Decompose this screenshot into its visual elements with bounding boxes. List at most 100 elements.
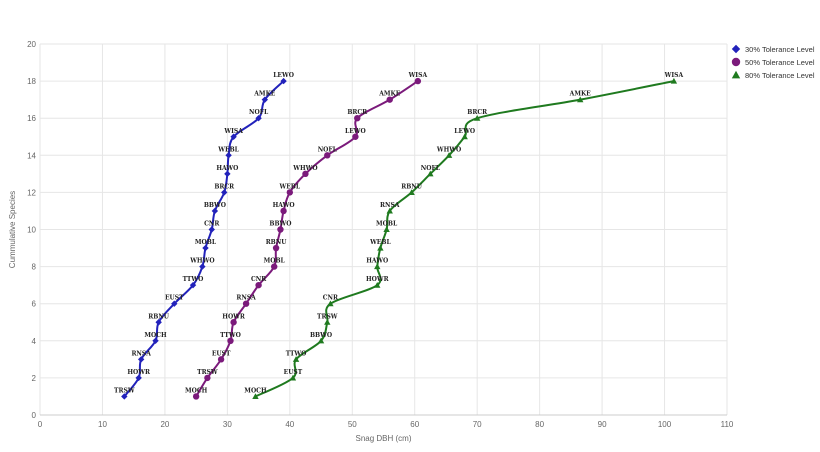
data-point-label: TTWO xyxy=(286,350,307,357)
data-point-label: BRCR xyxy=(467,109,488,116)
data-point[interactable] xyxy=(227,337,234,344)
data-point-label: MOCH xyxy=(144,332,167,339)
data-point[interactable] xyxy=(255,281,262,289)
data-point[interactable] xyxy=(354,115,361,122)
series-group xyxy=(121,77,678,400)
data-point[interactable] xyxy=(408,189,415,195)
data-point[interactable] xyxy=(152,337,159,344)
legend-item[interactable]: 80% Tolerance Level xyxy=(731,70,815,80)
data-point[interactable] xyxy=(242,300,250,307)
data-point[interactable] xyxy=(225,152,232,159)
data-point-label: LEWO xyxy=(345,128,366,135)
data-point[interactable] xyxy=(374,281,381,288)
data-point[interactable] xyxy=(461,133,468,140)
data-point[interactable] xyxy=(374,263,381,270)
data-point[interactable] xyxy=(324,319,331,325)
data-point[interactable] xyxy=(137,356,145,363)
y-tick-label: 16 xyxy=(27,114,36,123)
x-tick-label: 10 xyxy=(98,420,107,429)
data-point[interactable] xyxy=(302,170,309,178)
data-point[interactable] xyxy=(277,226,284,233)
data-point[interactable] xyxy=(280,77,287,85)
data-point-label: HOWR xyxy=(127,369,151,376)
data-point[interactable] xyxy=(272,244,280,252)
data-point[interactable] xyxy=(135,374,142,382)
data-point[interactable] xyxy=(211,207,219,215)
data-point-label: TRSW xyxy=(114,387,135,394)
x-axis-title: Snag DBH (cm) xyxy=(355,434,411,443)
data-point[interactable] xyxy=(171,300,178,307)
data-point[interactable] xyxy=(255,115,262,122)
legend-triangle-icon xyxy=(731,70,741,79)
data-point-label: AMKE xyxy=(378,91,401,98)
data-point[interactable] xyxy=(252,393,259,400)
data-point[interactable] xyxy=(221,189,228,196)
data-point-label: WEBL xyxy=(217,146,239,153)
data-point[interactable] xyxy=(327,300,334,307)
data-point[interactable] xyxy=(377,244,384,251)
data-point-label: EUST xyxy=(165,295,184,302)
data-point[interactable] xyxy=(286,189,294,196)
data-point[interactable] xyxy=(208,226,215,233)
y-tick-label: 2 xyxy=(32,374,37,383)
data-point[interactable] xyxy=(352,133,359,140)
data-point-label: RNSA xyxy=(131,350,151,357)
data-point-label: LEWO xyxy=(454,128,475,135)
data-point-label: BBWO xyxy=(269,221,291,228)
data-point-label: WISA xyxy=(664,72,684,79)
data-point-label: TRSW xyxy=(317,313,338,320)
data-point[interactable] xyxy=(261,96,269,103)
data-point[interactable] xyxy=(121,393,128,400)
data-point-label: TTWO xyxy=(183,276,204,283)
x-tick-label: 40 xyxy=(285,420,294,429)
data-point[interactable] xyxy=(155,319,162,326)
data-point[interactable] xyxy=(224,170,231,178)
y-axis-title: Cummulative Species xyxy=(8,191,17,268)
y-tick-label: 4 xyxy=(32,337,37,346)
data-point[interactable] xyxy=(292,356,300,362)
data-point-label: HOWR xyxy=(366,276,390,283)
data-point[interactable] xyxy=(386,207,393,214)
data-point[interactable] xyxy=(427,170,434,177)
legend-label: 80% Tolerance Level xyxy=(745,71,815,80)
data-point-label: CNR xyxy=(323,295,339,302)
y-tick-label: 6 xyxy=(32,300,37,309)
y-tick-label: 10 xyxy=(27,226,36,235)
x-tick-label: 50 xyxy=(348,420,357,429)
data-point[interactable] xyxy=(386,96,393,103)
legend-item[interactable]: 50% Tolerance Level xyxy=(731,57,815,67)
data-point[interactable] xyxy=(230,133,237,140)
data-point[interactable] xyxy=(577,96,584,103)
data-point[interactable] xyxy=(202,244,209,252)
legend[interactable]: 30% Tolerance Level 50% Tolerance Level 80… xyxy=(731,44,815,80)
data-point-label: WEBL xyxy=(279,183,301,190)
legend-item[interactable]: 30% Tolerance Level xyxy=(731,44,815,54)
data-point[interactable] xyxy=(230,319,237,326)
data-point[interactable] xyxy=(199,263,206,270)
legend-label: 30% Tolerance Level xyxy=(745,45,815,54)
data-point[interactable] xyxy=(317,337,325,344)
legend-circle-icon xyxy=(731,57,741,67)
data-point[interactable] xyxy=(473,115,481,121)
data-point[interactable] xyxy=(204,374,211,382)
data-point[interactable] xyxy=(670,77,678,84)
data-point-label: BBWO xyxy=(310,332,332,339)
data-point[interactable] xyxy=(289,374,297,381)
data-point[interactable] xyxy=(189,281,197,289)
data-point[interactable] xyxy=(445,152,453,158)
data-point-label: TTWO xyxy=(220,332,241,339)
data-point[interactable] xyxy=(280,207,287,215)
data-point[interactable] xyxy=(414,77,422,85)
y-tick-label: 18 xyxy=(27,77,36,86)
data-point[interactable] xyxy=(192,393,200,400)
data-point-label: CNR xyxy=(204,221,220,228)
data-point-label: MOCH xyxy=(185,387,208,394)
data-point-label: HAWO xyxy=(366,258,388,265)
data-point[interactable] xyxy=(217,356,225,363)
data-point[interactable] xyxy=(383,226,390,233)
data-point-label: WHWO xyxy=(292,165,317,172)
data-point-label: WHWO xyxy=(189,258,214,265)
data-point-label: EUST xyxy=(284,369,303,376)
data-point[interactable] xyxy=(324,152,331,159)
data-point[interactable] xyxy=(271,263,278,270)
